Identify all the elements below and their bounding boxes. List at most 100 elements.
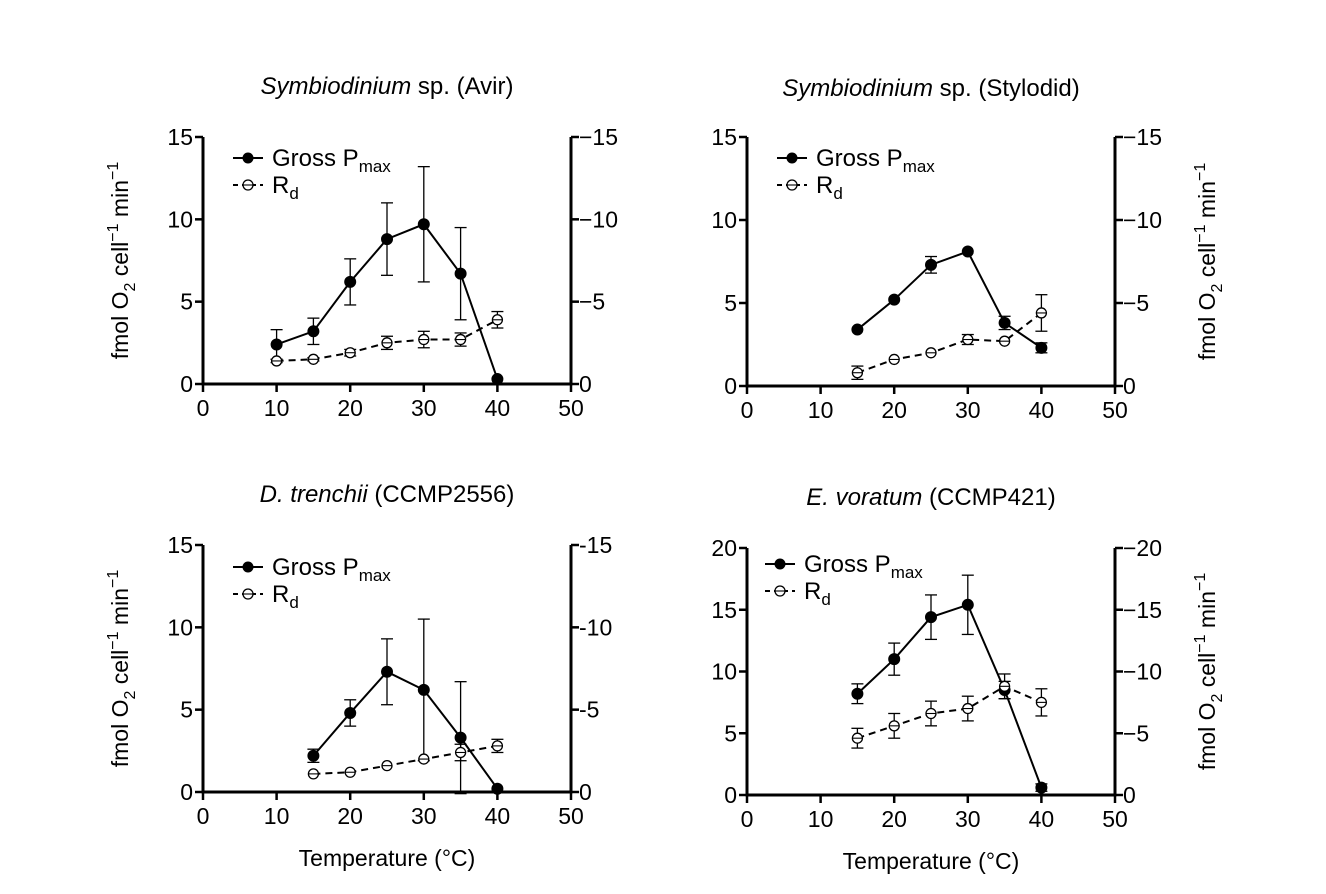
legend-entry-gross-pmax: Gross Pmax	[777, 145, 935, 176]
x-tick-label: 50	[558, 803, 584, 829]
data-point	[344, 275, 357, 288]
chart-title: Symbiodinium sp. (Avir)	[261, 73, 514, 100]
x-tick-label: 10	[264, 395, 290, 421]
right-y-tick-label: −15	[1123, 124, 1162, 150]
series-gross-pmax	[307, 618, 504, 795]
legend-label-main: R	[272, 581, 289, 608]
right-y-tick-label: 0	[1123, 782, 1136, 808]
legend-entry-gross-pmax: Gross Pmax	[233, 145, 391, 176]
right-y-tick-label: −10	[1123, 659, 1162, 685]
right-y-tick-label: -5	[579, 697, 599, 723]
series-line	[313, 744, 498, 775]
series-rd	[307, 738, 504, 780]
legend-label-main: Gross P	[272, 554, 359, 581]
x-tick-label: 10	[808, 397, 834, 423]
series-line	[857, 685, 1042, 740]
data-point	[998, 316, 1011, 329]
x-tick-label: 0	[197, 395, 210, 421]
legend-label: Gross Pmax	[816, 145, 935, 176]
y-axis-label: fmol O2 cell−1 min−1	[1192, 163, 1226, 361]
chart-title-part: E. voratum	[806, 484, 922, 511]
left-y-tick-label: 5	[180, 289, 193, 315]
x-tick-label: 20	[881, 397, 907, 423]
left-y-tick-label: 5	[724, 720, 737, 746]
legend-label-main: Gross P	[816, 145, 903, 172]
left-y-tick-label: 20	[711, 535, 737, 561]
x-tick-label: 30	[955, 806, 981, 832]
data-point	[417, 683, 430, 696]
data-point	[925, 611, 937, 624]
data-point	[381, 233, 393, 246]
right-y-tick-label: −20	[1123, 535, 1162, 561]
right-y-tick-label: 0	[579, 371, 592, 397]
legend-entry-rd: Rd	[765, 578, 831, 609]
right-y-tick-label: 0	[1123, 373, 1136, 399]
x-tick-label: 30	[411, 803, 437, 829]
right-y-tick-label: −5	[1123, 720, 1149, 746]
chart-title: D. trenchii (CCMP2556)	[260, 481, 515, 508]
data-point	[851, 687, 864, 700]
legend-label-main: R	[272, 172, 289, 199]
x-tick-label: 0	[741, 806, 754, 832]
right-y-tick-label: -10	[579, 614, 612, 640]
legend-label-main: Gross P	[272, 145, 359, 172]
legend-label: Gross Pmax	[272, 554, 391, 585]
left-y-tick-label: 10	[167, 614, 193, 640]
x-tick-label: 50	[558, 395, 584, 421]
left-y-tick-label: 5	[180, 697, 193, 723]
left-y-tick-label: 10	[167, 206, 193, 232]
data-point	[491, 373, 504, 386]
data-point	[417, 218, 430, 231]
legend-entry-rd: Rd	[233, 172, 299, 203]
x-tick-label: 40	[1029, 806, 1055, 832]
right-y-tick-label: −10	[579, 206, 618, 232]
data-point	[270, 338, 283, 351]
left-y-tick-label: 5	[724, 290, 737, 316]
legend-label: Rd	[272, 172, 299, 203]
x-axis-label: Temperature (°C)	[843, 848, 1020, 874]
chart-title-part: D. trenchii	[260, 481, 369, 508]
right-y-tick-label: -15	[579, 532, 612, 558]
legend-marker	[242, 561, 254, 573]
data-point	[307, 325, 320, 338]
legend-label-sub: max	[359, 157, 392, 176]
left-y-tick-label: 10	[711, 207, 737, 233]
x-tick-label: 0	[741, 397, 754, 423]
data-point	[454, 267, 467, 280]
data-point	[961, 598, 974, 611]
legend-label: Rd	[816, 172, 843, 203]
series-line	[856, 603, 1043, 788]
data-point	[888, 653, 901, 666]
legend-label: Rd	[272, 581, 299, 612]
chart-title-part: Symbiodinium	[261, 73, 412, 100]
x-tick-label: 0	[197, 803, 210, 829]
legend-entry-gross-pmax: Gross Pmax	[765, 551, 923, 582]
data-point	[1035, 781, 1048, 794]
y-axis-label: fmol O2 cell−1 min−1	[105, 570, 139, 768]
series-rd	[270, 310, 504, 367]
legend-label-sub: d	[289, 593, 298, 612]
legend-label: Gross Pmax	[272, 145, 391, 176]
series-gross-pmax	[851, 245, 1048, 354]
legend-label: Gross Pmax	[804, 551, 923, 582]
legend-label-sub: d	[289, 184, 298, 203]
chart-title-part: sp. (Stylodid)	[933, 75, 1080, 102]
legend-label-sub: max	[891, 563, 924, 582]
data-point	[381, 665, 393, 678]
data-point	[888, 293, 901, 306]
legend-marker	[786, 152, 798, 164]
x-tick-label: 10	[264, 803, 290, 829]
x-tick-label: 20	[881, 806, 907, 832]
data-point	[925, 258, 937, 271]
chart-title-part: (CCMP421)	[922, 484, 1055, 511]
x-tick-label: 50	[1102, 397, 1128, 423]
data-point	[961, 245, 974, 258]
left-y-tick-label: 15	[167, 532, 193, 558]
y-axis-label: fmol O2 cell−1 min−1	[105, 162, 139, 360]
series-rd	[851, 294, 1048, 381]
left-y-tick-label: 0	[180, 371, 193, 397]
legend-label-main: R	[804, 578, 821, 605]
